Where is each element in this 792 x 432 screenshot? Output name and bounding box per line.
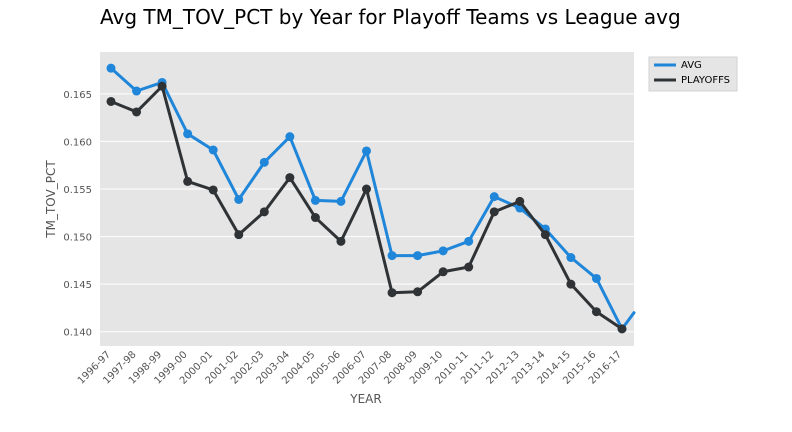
- data-point-avg: [183, 129, 193, 139]
- data-point-avg: [413, 251, 423, 261]
- data-point-avg: [208, 145, 218, 155]
- data-point-playoffs: [591, 307, 601, 317]
- series-avg: [106, 63, 636, 334]
- data-point-avg: [362, 146, 371, 156]
- data-point-playoffs: [285, 173, 295, 183]
- data-point-avg: [234, 194, 244, 204]
- data-point-playoffs: [362, 184, 371, 194]
- data-point-avg: [132, 86, 142, 96]
- y-tick-label: 0.160: [63, 137, 92, 148]
- y-tick-label: 0.155: [63, 185, 92, 196]
- grid-layer: [100, 93, 634, 333]
- y-axis-label: TM_TOV_PCT: [44, 160, 58, 239]
- series-layer: [106, 63, 636, 334]
- data-point-avg: [464, 236, 474, 246]
- series-playoffs: [106, 81, 627, 334]
- y-tick-labels: 0.140 0.145 0.150 0.155 0.160 0.165: [63, 90, 92, 339]
- data-point-playoffs: [617, 324, 627, 334]
- data-point-playoffs: [413, 287, 423, 297]
- y-tick-label: 0.145: [63, 280, 92, 291]
- x-tick-labels: 1996-971997-981998-991999-002000-012001-…: [76, 349, 624, 386]
- data-point-playoffs: [208, 185, 218, 195]
- data-point-playoffs: [438, 267, 448, 277]
- data-point-avg: [591, 273, 601, 283]
- legend-label-playoffs: PLAYOFFS: [681, 75, 730, 86]
- data-point-playoffs: [157, 81, 167, 91]
- legend: AVG PLAYOFFS: [648, 56, 738, 92]
- y-tick-label: 0.140: [63, 328, 92, 339]
- plot-background: [100, 52, 634, 346]
- series-line-avg: [109, 66, 636, 331]
- data-point-playoffs: [489, 207, 499, 217]
- data-point-playoffs: [132, 107, 142, 117]
- x-axis-label: YEAR: [349, 392, 381, 406]
- data-point-avg: [438, 246, 448, 256]
- data-point-avg: [566, 253, 576, 263]
- data-point-playoffs: [464, 262, 474, 272]
- data-point-avg: [387, 251, 397, 261]
- data-point-playoffs: [234, 230, 244, 240]
- data-point-avg: [259, 157, 269, 167]
- data-point-playoffs: [336, 236, 346, 246]
- data-point-playoffs: [540, 230, 550, 240]
- legend-label-avg: AVG: [681, 60, 702, 71]
- data-point-playoffs: [310, 213, 320, 223]
- data-point-avg: [106, 63, 116, 73]
- data-point-avg: [489, 192, 499, 202]
- chart-title: Avg TM_TOV_PCT by Year for Playoff Teams…: [100, 5, 681, 29]
- data-point-avg: [285, 132, 295, 142]
- data-point-playoffs: [515, 196, 525, 206]
- data-point-playoffs: [387, 288, 397, 298]
- data-point-playoffs: [106, 96, 116, 106]
- data-point-playoffs: [566, 279, 576, 289]
- data-point-avg: [310, 195, 320, 205]
- y-tick-label: 0.150: [63, 233, 92, 244]
- data-point-avg: [336, 196, 346, 206]
- data-point-playoffs: [259, 207, 269, 217]
- legend-box: [648, 56, 738, 92]
- y-tick-label: 0.165: [63, 90, 92, 101]
- data-point-playoffs: [183, 176, 193, 186]
